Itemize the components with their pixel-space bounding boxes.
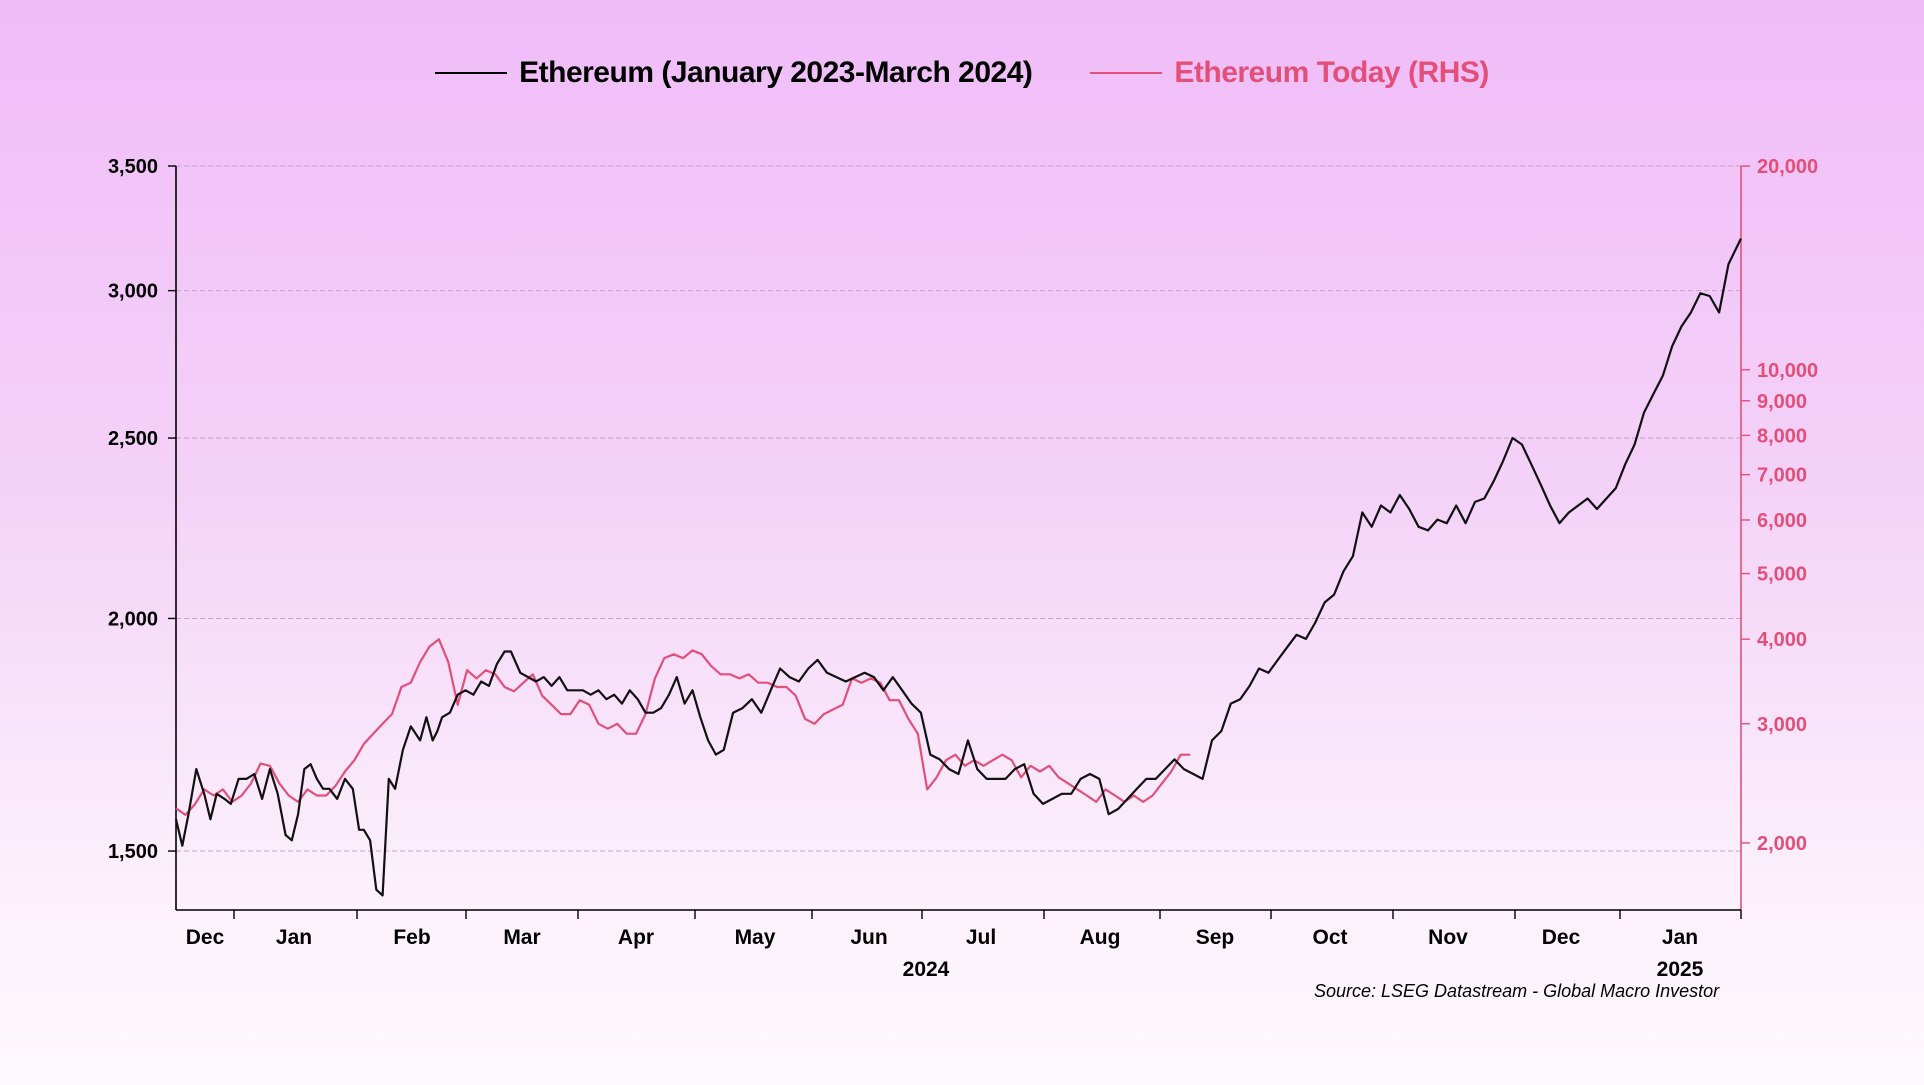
right-tick-label: 7,000 bbox=[1757, 465, 1807, 487]
x-axis: Dec Jan Feb Mar Apr May Jun Jul Aug Sep Oct Nov Dec J… bbox=[176, 909, 1742, 981]
right-tick-label: 20,000 bbox=[1757, 156, 1818, 178]
gridlines bbox=[176, 165, 1741, 852]
legend-label-left: Ethereum (January 2023-March 2024) bbox=[519, 56, 1033, 89]
left-tick-label: 3,000 bbox=[108, 281, 158, 303]
x-tick-label: Mar bbox=[503, 926, 540, 949]
right-tick-label: 4,000 bbox=[1757, 629, 1807, 651]
x-tick-label: Jul bbox=[966, 926, 996, 949]
x-tick-label: Oct bbox=[1312, 926, 1347, 949]
x-tick-label: May bbox=[735, 926, 776, 949]
series-ethereum-today bbox=[175, 638, 1191, 816]
left-tick-label: 3,500 bbox=[108, 156, 158, 178]
legend-item-right-series: Ethereum Today (RHS) bbox=[1090, 56, 1489, 90]
year-label-2025: 2025 bbox=[1657, 958, 1704, 981]
year-label-2024: 2024 bbox=[903, 958, 950, 981]
source-note: Source: LSEG Datastream - Global Macro I… bbox=[1314, 981, 1720, 1001]
legend-item-left-series: Ethereum (January 2023-March 2024) bbox=[435, 56, 1033, 90]
x-tick-label: Feb bbox=[393, 926, 430, 949]
left-y-axis: 1,500 2,000 2,500 3,000 3,500 bbox=[108, 156, 177, 910]
series-ethereum-2023-2024 bbox=[174, 238, 1742, 897]
x-tick-label: Dec bbox=[186, 926, 225, 949]
x-tick-label: Aug bbox=[1080, 926, 1121, 949]
legend-label-right: Ethereum Today (RHS) bbox=[1174, 56, 1489, 89]
right-y-axis: 2,000 3,000 4,000 5,000 6,000 7,000 8,000 9,000… bbox=[1740, 156, 1818, 910]
left-tick-label: 2,500 bbox=[108, 428, 158, 450]
chart-legend: Ethereum (January 2023-March 2024) Ether… bbox=[0, 56, 1924, 90]
x-tick-label: Sep bbox=[1196, 926, 1235, 949]
x-tick-label: Jan bbox=[1662, 926, 1698, 949]
x-tick-label: Dec bbox=[1542, 926, 1581, 949]
left-tick-label: 1,500 bbox=[108, 841, 158, 863]
right-tick-label: 6,000 bbox=[1757, 510, 1807, 532]
left-tick-label: 2,000 bbox=[108, 608, 158, 630]
x-tick-label: Nov bbox=[1428, 926, 1468, 949]
right-tick-label: 2,000 bbox=[1757, 833, 1807, 855]
x-tick-label: Apr bbox=[618, 926, 654, 949]
right-tick-label: 8,000 bbox=[1757, 425, 1807, 447]
x-tick-label: Jan bbox=[276, 926, 312, 949]
legend-swatch-pink bbox=[1090, 72, 1163, 74]
right-tick-label: 5,000 bbox=[1757, 564, 1807, 586]
x-tick-label: Jun bbox=[850, 926, 887, 949]
right-tick-label: 9,000 bbox=[1757, 391, 1807, 413]
right-tick-label: 3,000 bbox=[1757, 714, 1807, 736]
legend-swatch-black bbox=[435, 72, 508, 74]
right-tick-label: 10,000 bbox=[1757, 360, 1818, 382]
